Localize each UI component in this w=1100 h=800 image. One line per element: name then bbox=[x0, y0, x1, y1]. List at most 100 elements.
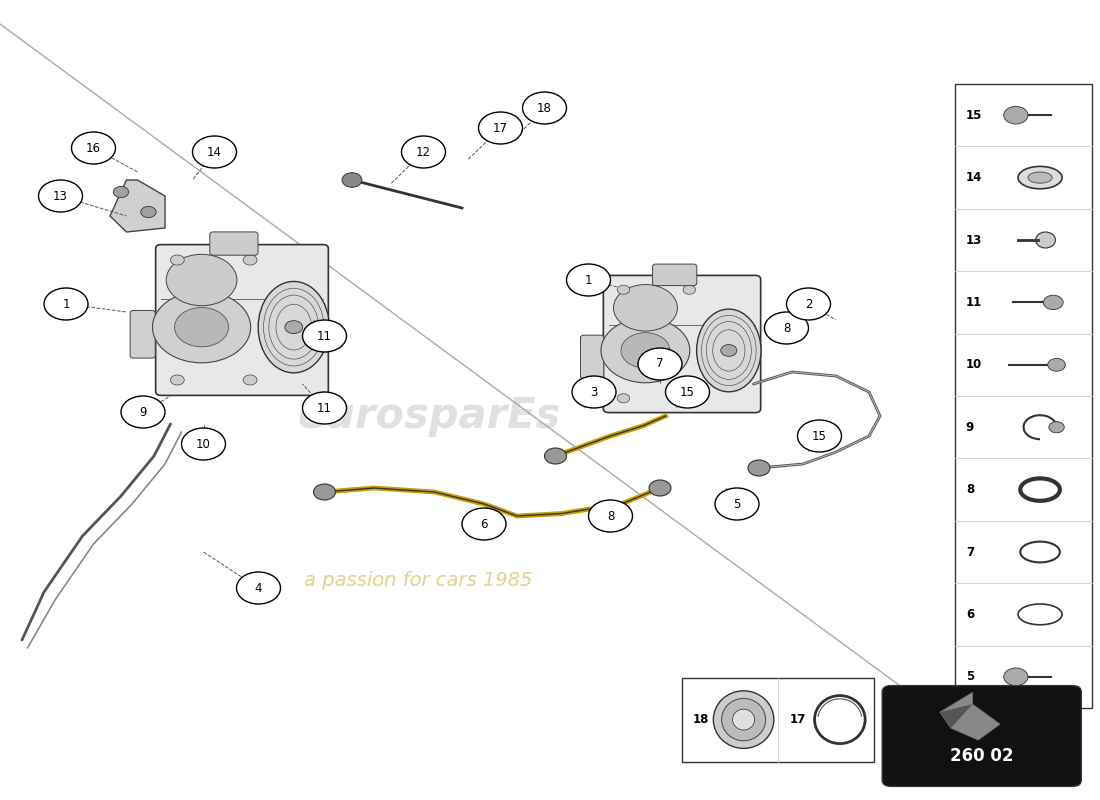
Circle shape bbox=[617, 285, 629, 294]
Ellipse shape bbox=[733, 709, 755, 730]
Text: 10: 10 bbox=[966, 358, 982, 371]
Circle shape bbox=[314, 484, 336, 500]
Circle shape bbox=[798, 420, 842, 452]
Text: 14: 14 bbox=[966, 171, 982, 184]
Circle shape bbox=[1003, 668, 1027, 686]
Text: 13: 13 bbox=[53, 190, 68, 202]
Circle shape bbox=[621, 333, 670, 368]
Text: 1: 1 bbox=[63, 298, 69, 310]
Circle shape bbox=[462, 508, 506, 540]
Text: 11: 11 bbox=[966, 296, 982, 309]
Text: 10: 10 bbox=[196, 438, 211, 450]
Text: 3: 3 bbox=[591, 386, 597, 398]
Text: 7: 7 bbox=[657, 358, 663, 370]
Circle shape bbox=[44, 288, 88, 320]
Text: 1: 1 bbox=[585, 274, 592, 286]
Circle shape bbox=[715, 488, 759, 520]
Circle shape bbox=[572, 376, 616, 408]
Circle shape bbox=[1047, 358, 1065, 371]
Circle shape bbox=[182, 428, 225, 460]
Text: 8: 8 bbox=[607, 510, 614, 522]
Ellipse shape bbox=[722, 698, 766, 741]
FancyBboxPatch shape bbox=[603, 275, 761, 413]
Text: eurosparEs: eurosparEs bbox=[297, 395, 561, 437]
Circle shape bbox=[1048, 422, 1065, 433]
Ellipse shape bbox=[1035, 232, 1056, 248]
Circle shape bbox=[748, 460, 770, 476]
Circle shape bbox=[302, 392, 346, 424]
Circle shape bbox=[243, 255, 257, 265]
FancyBboxPatch shape bbox=[130, 310, 155, 358]
Circle shape bbox=[786, 288, 830, 320]
Text: 13: 13 bbox=[966, 234, 982, 246]
Text: 11: 11 bbox=[317, 402, 332, 414]
Circle shape bbox=[588, 500, 632, 532]
Circle shape bbox=[72, 132, 116, 164]
Circle shape bbox=[1043, 295, 1064, 310]
Text: 9: 9 bbox=[140, 406, 146, 418]
Circle shape bbox=[649, 480, 671, 496]
FancyBboxPatch shape bbox=[652, 264, 696, 286]
Text: 2: 2 bbox=[805, 298, 812, 310]
Circle shape bbox=[666, 376, 710, 408]
Circle shape bbox=[1003, 106, 1027, 124]
FancyBboxPatch shape bbox=[156, 245, 328, 395]
Text: 6: 6 bbox=[966, 608, 975, 621]
Ellipse shape bbox=[1019, 166, 1062, 189]
Text: 7: 7 bbox=[966, 546, 974, 558]
Circle shape bbox=[478, 112, 522, 144]
Circle shape bbox=[236, 572, 280, 604]
Circle shape bbox=[720, 345, 737, 356]
Circle shape bbox=[544, 448, 566, 464]
Circle shape bbox=[141, 206, 156, 218]
Circle shape bbox=[638, 348, 682, 380]
Circle shape bbox=[153, 291, 251, 363]
Circle shape bbox=[601, 318, 690, 382]
FancyBboxPatch shape bbox=[882, 686, 1081, 786]
Text: 5: 5 bbox=[734, 498, 740, 510]
Circle shape bbox=[342, 173, 362, 187]
Polygon shape bbox=[939, 692, 1000, 740]
Circle shape bbox=[170, 255, 185, 265]
Circle shape bbox=[302, 320, 346, 352]
Circle shape bbox=[683, 285, 695, 294]
Bar bbox=[955, 84, 1092, 708]
Circle shape bbox=[192, 136, 236, 168]
Circle shape bbox=[614, 285, 678, 331]
FancyBboxPatch shape bbox=[581, 335, 604, 378]
Text: 8: 8 bbox=[966, 483, 975, 496]
Circle shape bbox=[402, 136, 446, 168]
Text: 14: 14 bbox=[207, 146, 222, 158]
Text: 16: 16 bbox=[86, 142, 101, 154]
Circle shape bbox=[764, 312, 808, 344]
Ellipse shape bbox=[258, 282, 329, 373]
Text: 15: 15 bbox=[680, 386, 695, 398]
Circle shape bbox=[243, 375, 257, 385]
Circle shape bbox=[285, 321, 303, 334]
Circle shape bbox=[566, 264, 610, 296]
Bar bbox=[682, 678, 874, 762]
Text: 4: 4 bbox=[255, 582, 262, 594]
Text: 5: 5 bbox=[966, 670, 975, 683]
Text: 6: 6 bbox=[481, 518, 487, 530]
Circle shape bbox=[113, 186, 129, 198]
Text: a passion for cars 1985: a passion for cars 1985 bbox=[304, 570, 532, 590]
Text: 15: 15 bbox=[966, 109, 982, 122]
Circle shape bbox=[522, 92, 566, 124]
Circle shape bbox=[121, 396, 165, 428]
Ellipse shape bbox=[1027, 172, 1052, 183]
Circle shape bbox=[170, 375, 185, 385]
Polygon shape bbox=[939, 704, 972, 728]
Polygon shape bbox=[110, 180, 165, 232]
Text: 9: 9 bbox=[966, 421, 975, 434]
FancyBboxPatch shape bbox=[210, 232, 258, 255]
Text: 12: 12 bbox=[416, 146, 431, 158]
Text: 260 02: 260 02 bbox=[950, 747, 1013, 766]
Text: 18: 18 bbox=[693, 713, 710, 726]
Circle shape bbox=[683, 394, 695, 403]
Text: 15: 15 bbox=[812, 430, 827, 442]
Ellipse shape bbox=[713, 690, 773, 749]
Ellipse shape bbox=[696, 309, 761, 392]
Circle shape bbox=[617, 394, 629, 403]
Text: 18: 18 bbox=[537, 102, 552, 114]
